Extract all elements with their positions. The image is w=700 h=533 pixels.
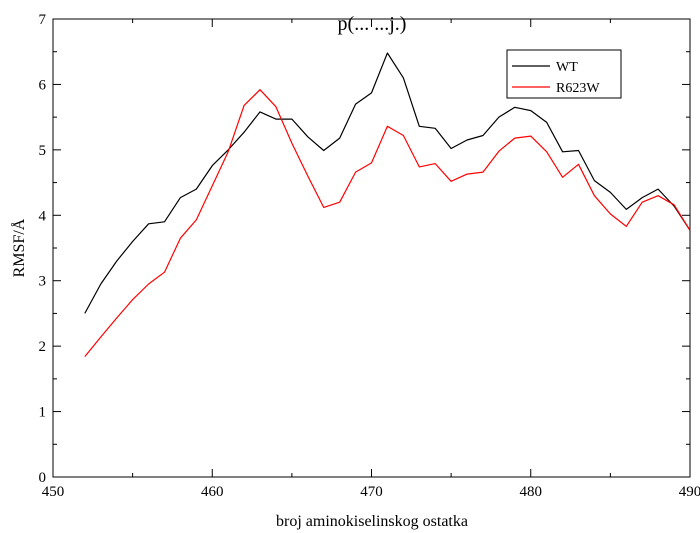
series-layer <box>84 52 691 357</box>
x-tick-label: 480 <box>520 484 543 500</box>
y-tick-label: 7 <box>39 12 47 28</box>
y-tick-label: 1 <box>39 405 47 421</box>
y-axis-title: RMSF/Å <box>10 218 28 277</box>
y-tick-label: 4 <box>39 208 47 224</box>
y-tick-label: 0 <box>39 470 47 486</box>
legend-label-wt: WT <box>556 60 578 75</box>
y-tick-label: 6 <box>39 77 47 93</box>
y-tick-label: 2 <box>39 339 47 355</box>
x-tick-label: 490 <box>679 484 700 500</box>
y-tick-label: 3 <box>39 274 47 290</box>
x-tick-label: 460 <box>201 484 224 500</box>
x-tick-label: 450 <box>42 484 65 500</box>
series-line-wt <box>84 52 691 314</box>
legend-label-r623w: R623W <box>556 81 600 96</box>
legend: WT R623W <box>506 49 622 99</box>
legend-box <box>506 49 622 99</box>
x-axis-title: broj aminokiselinskog ostatka <box>276 513 468 530</box>
series-line-r623w <box>84 89 691 357</box>
y-tick-label: 5 <box>39 143 47 159</box>
y-axis: 0 1 2 3 4 5 6 7 <box>39 12 690 486</box>
x-tick-label: 470 <box>360 484 383 500</box>
x-axis: 450 460 470 480 490 <box>42 19 700 500</box>
